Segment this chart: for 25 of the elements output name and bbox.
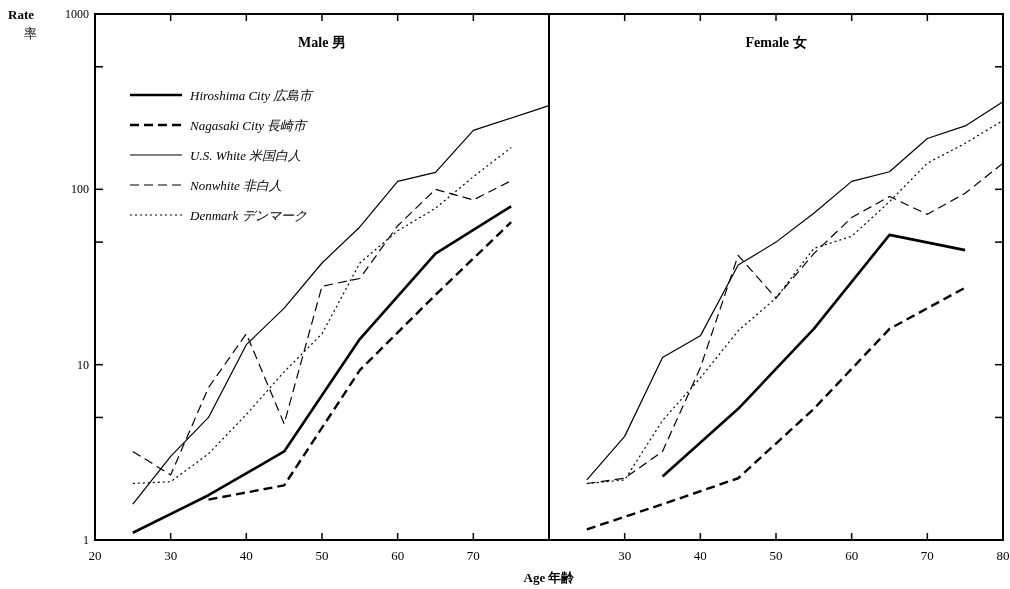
y-axis-title: Rate 率 [8, 7, 37, 41]
text: Male 男 [298, 35, 346, 50]
y-tick-label: 10 [77, 357, 89, 372]
legend-label: Hiroshima City 広島市 [189, 88, 315, 103]
x-tick-label: 60 [845, 548, 859, 563]
y-tick-label: 1000 [65, 7, 89, 21]
x-tick-label: 70 [920, 548, 934, 563]
x-tick-label: 50 [769, 548, 783, 563]
legend-label: U.S. White 米国白人 [190, 148, 302, 163]
x-tick-label: 40 [693, 548, 707, 563]
y-tick-label: 100 [71, 182, 89, 197]
x-tick-label: 30 [618, 548, 632, 563]
text: Female 女 [745, 35, 807, 50]
legend-label: Denmark デンマーク [189, 208, 307, 223]
x-axis-title: Age 年齢 [523, 570, 576, 585]
x-tick-label: 50 [315, 548, 329, 563]
x-tick-label: 80 [996, 548, 1010, 563]
x-tick-label: 30 [164, 548, 178, 563]
legend-label: Nonwhite 非白人 [189, 178, 283, 193]
y-tick-label: 1 [83, 533, 89, 547]
x-tick-label: 40 [239, 548, 253, 563]
x-tick-label: 70 [466, 548, 480, 563]
legend-label: Nagasaki City 長崎市 [189, 118, 309, 133]
x-tick-label: 20 [88, 548, 102, 563]
x-tick-label: 60 [391, 548, 405, 563]
